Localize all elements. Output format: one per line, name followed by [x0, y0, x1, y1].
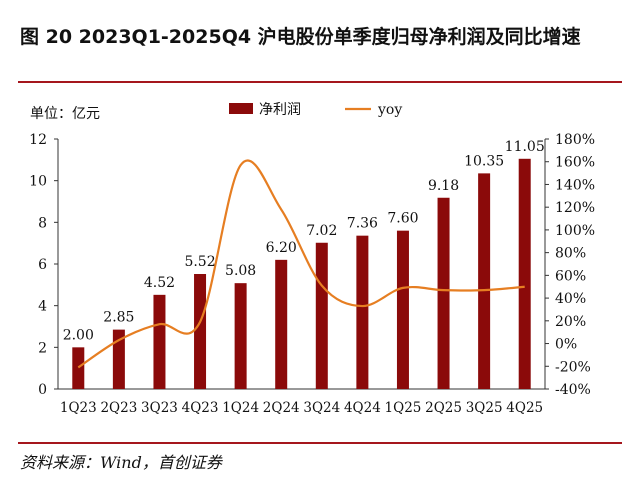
bar-data-labels: 2.00 2.85 4.52 5.52 5.08 6.20 7.02 7.36 7.60 9.18…	[63, 139, 545, 344]
source-rule	[18, 442, 622, 444]
bar	[72, 347, 85, 389]
right-tick-label: 80%	[555, 246, 586, 262]
bar	[396, 230, 409, 389]
bar-value-label: 11.05	[505, 139, 545, 155]
left-tick-label: 2	[38, 340, 47, 356]
right-tick-label: 180%	[555, 132, 595, 148]
bar-value-label: 2.85	[103, 310, 134, 326]
right-tick-label: 60%	[555, 268, 586, 284]
right-tick-label: 120%	[555, 200, 595, 216]
bar-value-label: 7.60	[387, 211, 418, 227]
x-tick-label: 1Q23	[60, 400, 97, 416]
x-tick-label: 2Q24	[263, 400, 300, 416]
left-tick-label: 0	[38, 382, 47, 398]
right-tick-label: 140%	[555, 177, 595, 193]
legend: 净利润 yoy	[229, 102, 402, 118]
legend-line-label: yoy	[377, 102, 402, 118]
yoy-line-series	[77, 159, 525, 369]
bar	[275, 259, 288, 389]
bar	[356, 235, 369, 389]
left-tick-label: 10	[29, 174, 47, 190]
x-tick-label: 1Q25	[385, 400, 422, 416]
y-axis-unit-label: 单位：亿元	[30, 106, 100, 122]
x-tick-label: 1Q24	[222, 400, 259, 416]
right-tick-label: 0%	[555, 337, 577, 353]
legend-bar-label: 净利润	[259, 102, 301, 118]
bar	[234, 283, 247, 389]
bar-series	[72, 158, 531, 389]
bar-value-label: 5.08	[225, 263, 256, 279]
right-tick-label: 40%	[555, 291, 586, 307]
title-rule	[18, 81, 622, 83]
bar-value-label: 2.00	[63, 327, 94, 343]
x-tick-label: 3Q23	[141, 400, 178, 416]
bar	[153, 294, 166, 389]
x-tick-label: 3Q25	[466, 400, 503, 416]
x-tick-label: 2Q25	[425, 400, 462, 416]
bar-value-label: 5.52	[184, 254, 215, 270]
bar	[315, 242, 328, 389]
right-tick-label: 100%	[555, 223, 595, 239]
bar-value-label: 6.20	[266, 240, 297, 256]
bar	[518, 158, 531, 389]
figure-title: 图 20 2023Q1-2025Q4 沪电股份单季度归母净利润及同比增速	[20, 26, 581, 48]
left-tick-label: 6	[38, 257, 47, 273]
bar-value-label: 9.18	[428, 178, 459, 194]
x-tick-label: 2Q23	[100, 400, 137, 416]
left-tick-label: 12	[29, 132, 47, 148]
right-tick-label: -40%	[555, 382, 591, 398]
legend-bar-swatch	[229, 103, 253, 114]
x-tick-label: 4Q24	[344, 400, 381, 416]
chart-axes: 0 2 4 6 8 10 12 -40% -20% 0% 20% 40% 60% 80% 100% 120% 1…	[29, 106, 595, 416]
bar-value-label: 10.35	[464, 153, 504, 169]
left-tick-label: 4	[38, 299, 47, 315]
bar	[437, 197, 450, 389]
x-tick-label: 4Q23	[182, 400, 219, 416]
bar	[478, 173, 491, 389]
bar-value-label: 7.02	[306, 223, 337, 239]
right-tick-label: 20%	[555, 314, 586, 330]
right-tick-label: 160%	[555, 155, 595, 171]
bar-value-label: 4.52	[144, 275, 175, 291]
bar	[194, 274, 207, 389]
bar	[112, 329, 125, 389]
left-tick-label: 8	[38, 215, 47, 231]
x-tick-label: 3Q24	[303, 400, 340, 416]
right-tick-label: -20%	[555, 359, 591, 375]
bar-value-label: 7.36	[347, 216, 378, 232]
source-note: 资料来源：Wind，首创证券	[20, 453, 222, 472]
x-tick-label: 4Q25	[506, 400, 543, 416]
